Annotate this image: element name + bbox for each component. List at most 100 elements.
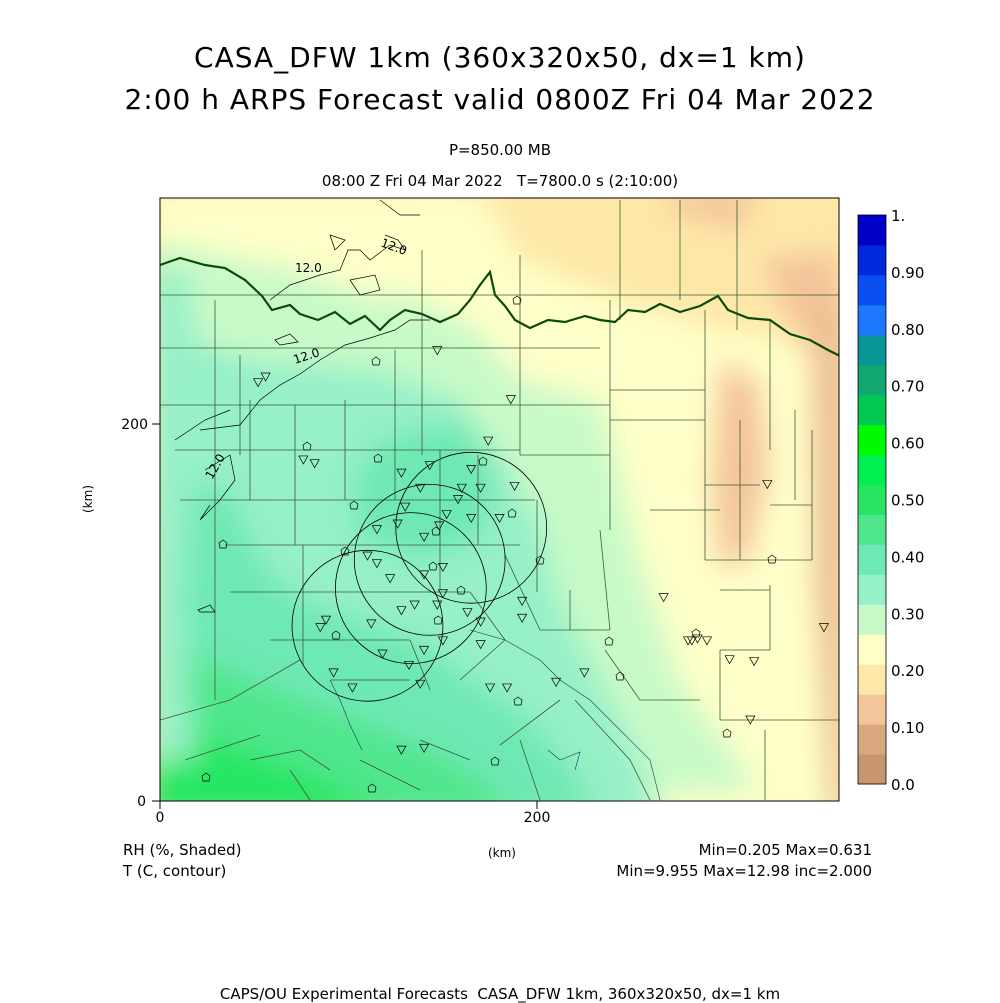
station-triangle [475, 483, 486, 493]
station-circle [507, 508, 517, 518]
shaded-range: Min=0.205 Max=0.631 [698, 841, 872, 859]
station-triangle [392, 519, 403, 529]
station-triangle [418, 743, 430, 753]
plot-title: CASA_DFW 1km (360x320x50, dx=1 km) [194, 41, 806, 74]
state-boundary [160, 256, 839, 357]
colorbar-swatch [858, 394, 886, 426]
station-triangle [550, 677, 562, 687]
station-triangle [409, 600, 420, 610]
rh-shaded-field [160, 198, 839, 801]
station-triangle [434, 521, 445, 531]
station-triangle [371, 559, 383, 569]
station-triangle [452, 495, 464, 505]
colorbar-label: 0.80 [891, 321, 924, 339]
colorbar-swatch [858, 694, 886, 725]
colorbar-swatch [858, 484, 886, 515]
county-boundaries [160, 200, 839, 801]
colorbar-labels: 0.0 0.10 0.20 0.30 0.40 0.50 0.60 0.70 0.80 0.90 1… [891, 207, 924, 794]
station-circle [691, 628, 701, 638]
station-triangle [462, 608, 473, 618]
rh-dfw-moist [350, 420, 500, 560]
station-triangle [432, 346, 443, 356]
station-triangle [456, 483, 467, 493]
station-triangle [484, 683, 496, 693]
station-circle [340, 546, 350, 556]
station-triangle [415, 483, 426, 493]
station-circle [302, 441, 312, 451]
station-circle [367, 783, 377, 793]
station-triangle [424, 461, 435, 471]
colorbar-label: 0.0 [891, 776, 915, 794]
pressure-level: P=850.00 MB [448, 141, 552, 159]
station-triangle [396, 606, 407, 616]
radar-range-ring [335, 512, 487, 664]
contour-range: Min=9.955 Max=12.98 inc=2.000 [616, 862, 872, 880]
station-triangle [415, 679, 426, 689]
y-axis-label: (km) [81, 485, 95, 513]
station-triangle [579, 668, 590, 678]
station-circle [767, 554, 777, 564]
colorbar-label: 0.20 [891, 662, 924, 680]
station-triangle [418, 532, 430, 542]
radar-range-ring [353, 483, 506, 636]
station-triangle [418, 645, 430, 655]
rh-west-edge [160, 270, 200, 760]
colorbar-label: 0.60 [891, 435, 924, 453]
station-circle [331, 630, 341, 640]
station-circle [218, 539, 228, 549]
station-circle [490, 756, 500, 766]
station-triangle [701, 636, 713, 646]
colorbar-swatch [858, 634, 886, 665]
station-triangle [517, 596, 528, 606]
rh-north-dry [300, 200, 440, 300]
colorbar-swatch [858, 754, 886, 785]
station-circle [349, 500, 359, 510]
station-triangle [315, 623, 326, 633]
colorbar-swatch [858, 604, 886, 635]
x-tick-200: 200 [524, 810, 551, 826]
station-circles [201, 295, 777, 793]
station-circle [431, 526, 441, 536]
station-triangle [298, 455, 309, 465]
station-triangle [371, 525, 383, 535]
station-triangle [686, 636, 697, 646]
shaded-variable-label: RH (%, Shaded) [123, 841, 242, 859]
station-triangle [745, 715, 756, 725]
colorbar-swatch [858, 304, 886, 336]
temperature-contours [174, 199, 430, 613]
station-triangle [320, 615, 332, 625]
station-triangle [441, 510, 452, 520]
rh-driest [826, 300, 839, 801]
rivers [329, 629, 661, 801]
station-triangle [762, 480, 773, 490]
station-triangle [475, 617, 486, 627]
station-triangle [724, 655, 735, 665]
station-triangle [466, 465, 477, 475]
station-markers [252, 346, 830, 755]
station-circle [535, 555, 545, 565]
y-tick-0: 0 [137, 794, 146, 810]
colorbar-label: 0.40 [891, 548, 924, 566]
rh-east-dry [760, 250, 839, 801]
colorbar-swatch [858, 215, 886, 246]
station-triangle [418, 570, 430, 580]
colorbar-swatch [858, 724, 886, 755]
station-triangle [432, 600, 443, 610]
station-triangle [517, 613, 528, 623]
station-triangle [260, 372, 271, 382]
station-triangle [252, 378, 264, 388]
contour-variable-label: T (C, contour) [123, 862, 227, 880]
colorbar-swatch [858, 544, 886, 575]
station-triangle [658, 593, 669, 603]
colorbar-swatch [858, 574, 886, 605]
station-triangle [347, 683, 358, 693]
station-triangle [494, 513, 505, 524]
station-circle [201, 772, 211, 782]
station-circle [433, 615, 443, 625]
x-axis-label: (km) [488, 846, 516, 860]
y-tick-200: 200 [121, 417, 148, 433]
station-triangle [505, 395, 516, 405]
station-circle [373, 453, 383, 463]
colorbar-swatch [858, 424, 886, 456]
